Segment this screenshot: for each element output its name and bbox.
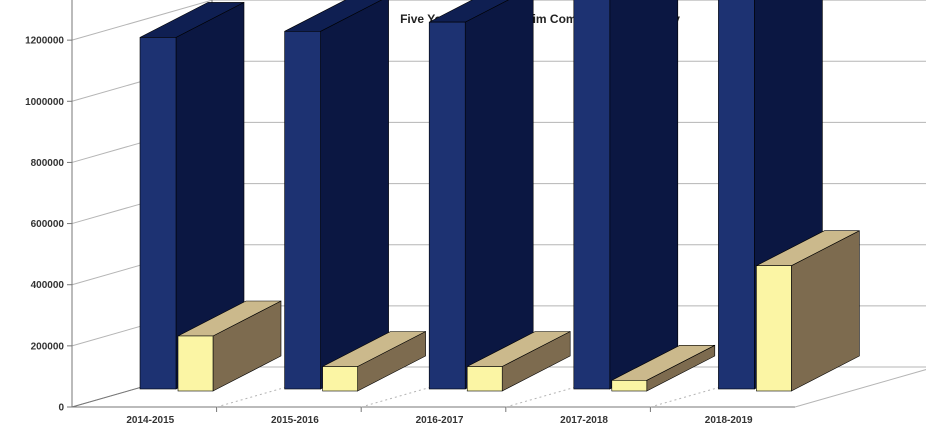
premium-bar-side <box>320 0 389 390</box>
floor-right-edge <box>794 369 926 408</box>
y-tick-label: 0 <box>58 403 64 414</box>
premium-bar-side <box>609 0 679 390</box>
premium-bar-side <box>464 0 534 390</box>
x-category-label: 2017-2018 <box>560 415 608 426</box>
claim-bar <box>611 344 716 392</box>
claim-bar <box>466 331 571 392</box>
claim-bar <box>756 230 860 392</box>
bars-layer <box>139 0 860 392</box>
premium-bar-front <box>428 21 466 390</box>
y-tick-label: 400000 <box>31 280 65 291</box>
claim-bar-front <box>322 366 358 392</box>
x-category-label: 2016-2017 <box>416 415 464 426</box>
premium-bar <box>428 0 534 390</box>
premium-bar-front <box>573 0 611 390</box>
premium-bar <box>573 0 679 390</box>
claim-bar-front <box>177 335 214 392</box>
x-category-label: 2015-2016 <box>271 415 319 426</box>
labels-layer: 0200000400000600000800000100000012000001… <box>25 36 753 426</box>
y-tick-label: 800000 <box>31 158 65 169</box>
premium-bar <box>284 0 389 390</box>
premium-bar-front <box>139 37 177 390</box>
premium-bar-front <box>284 31 321 390</box>
claim-bar <box>322 331 426 392</box>
claim-bar-front <box>756 265 792 392</box>
claim-bar-front <box>611 379 648 392</box>
x-category-label: 2018-2019 <box>705 415 753 426</box>
y-tick-label: 1000000 <box>25 97 64 108</box>
claim-bar <box>177 300 282 392</box>
y-tick-label: 600000 <box>31 219 65 230</box>
y-tick-label: 200000 <box>31 341 65 352</box>
x-category-label: 2014-2015 <box>126 415 174 426</box>
claim-bar-front <box>466 366 503 392</box>
y-tick-label: 1200000 <box>25 36 64 47</box>
premium-bar-front <box>718 0 755 390</box>
premium-bar <box>139 1 245 390</box>
left-wall-gridline <box>71 0 213 41</box>
